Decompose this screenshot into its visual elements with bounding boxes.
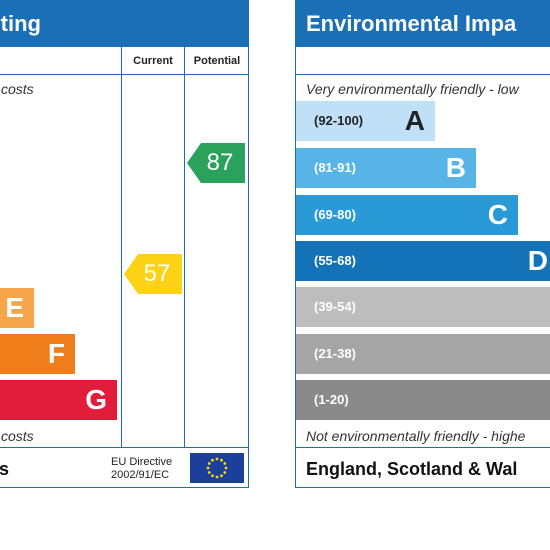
footer-text: England, Scotland & Wal — [306, 459, 518, 479]
eu-flag-stars — [206, 457, 228, 479]
band-e: E — [0, 288, 34, 328]
band-letter: G — [85, 384, 107, 415]
energy-efficiency-panel: ting Current Potential costs E F G 57 87… — [0, 0, 249, 488]
band-f: F — [0, 334, 75, 374]
band-a: (92-100) A — [296, 101, 435, 141]
band-g: G — [0, 380, 117, 420]
panel-header: Environmental Impa — [296, 1, 550, 47]
band-e: (39-54) — [296, 287, 550, 327]
band-range: (21-38) — [314, 346, 356, 361]
band-range: (69-80) — [314, 207, 356, 222]
eu-flag-icon — [190, 453, 244, 483]
band-c: (69-80) C — [296, 195, 518, 235]
footer-divider — [0, 447, 248, 448]
bottom-note: costs — [1, 428, 34, 444]
panel-title: Environmental Impa — [306, 11, 517, 36]
panel-header: ting — [0, 1, 248, 47]
band-range: (39-54) — [314, 299, 356, 314]
current-rating-value: 57 — [143, 260, 171, 287]
band-b: (81-91) B — [296, 148, 476, 188]
potential-column-header: Potential — [193, 55, 241, 67]
header-divider — [296, 74, 550, 75]
band-f: (21-38) — [296, 334, 550, 374]
panel-title: ting — [0, 11, 41, 36]
top-note: Very environmentally friendly - low — [306, 81, 519, 97]
band-d: (55-68) D — [296, 241, 550, 281]
band-letter: A — [404, 105, 425, 136]
current-column-header: Current — [133, 55, 173, 67]
environmental-impact-panel: Environmental Impa Very environmentally … — [295, 0, 550, 488]
top-note: costs — [1, 81, 34, 97]
band-letter: F — [47, 338, 65, 369]
band-letter: B — [445, 152, 466, 183]
band-range: (55-68) — [314, 253, 356, 268]
header-divider — [0, 74, 248, 75]
potential-rating-arrow: 87 — [187, 143, 245, 183]
footer-text: s — [0, 459, 10, 479]
bottom-note: Not environmentally friendly - highe — [306, 428, 526, 444]
band-letter: E — [5, 292, 24, 323]
footer-divider — [296, 447, 550, 448]
column-divider — [184, 47, 185, 447]
potential-rating-value: 87 — [206, 149, 234, 176]
band-letter: C — [487, 199, 508, 230]
band-g: (1-20) — [296, 380, 550, 420]
band-range: (81-91) — [314, 160, 356, 175]
column-divider — [121, 47, 122, 447]
band-letter: D — [527, 245, 548, 276]
eu-directive-line: EU Directive — [111, 456, 173, 468]
current-rating-arrow: 57 — [124, 254, 182, 294]
eu-directive-number: 2002/91/EC — [111, 469, 170, 481]
eu-directive-text: EU Directive 2002/91/EC — [111, 456, 172, 482]
band-range: (1-20) — [314, 392, 349, 407]
band-range: (92-100) — [314, 113, 364, 128]
